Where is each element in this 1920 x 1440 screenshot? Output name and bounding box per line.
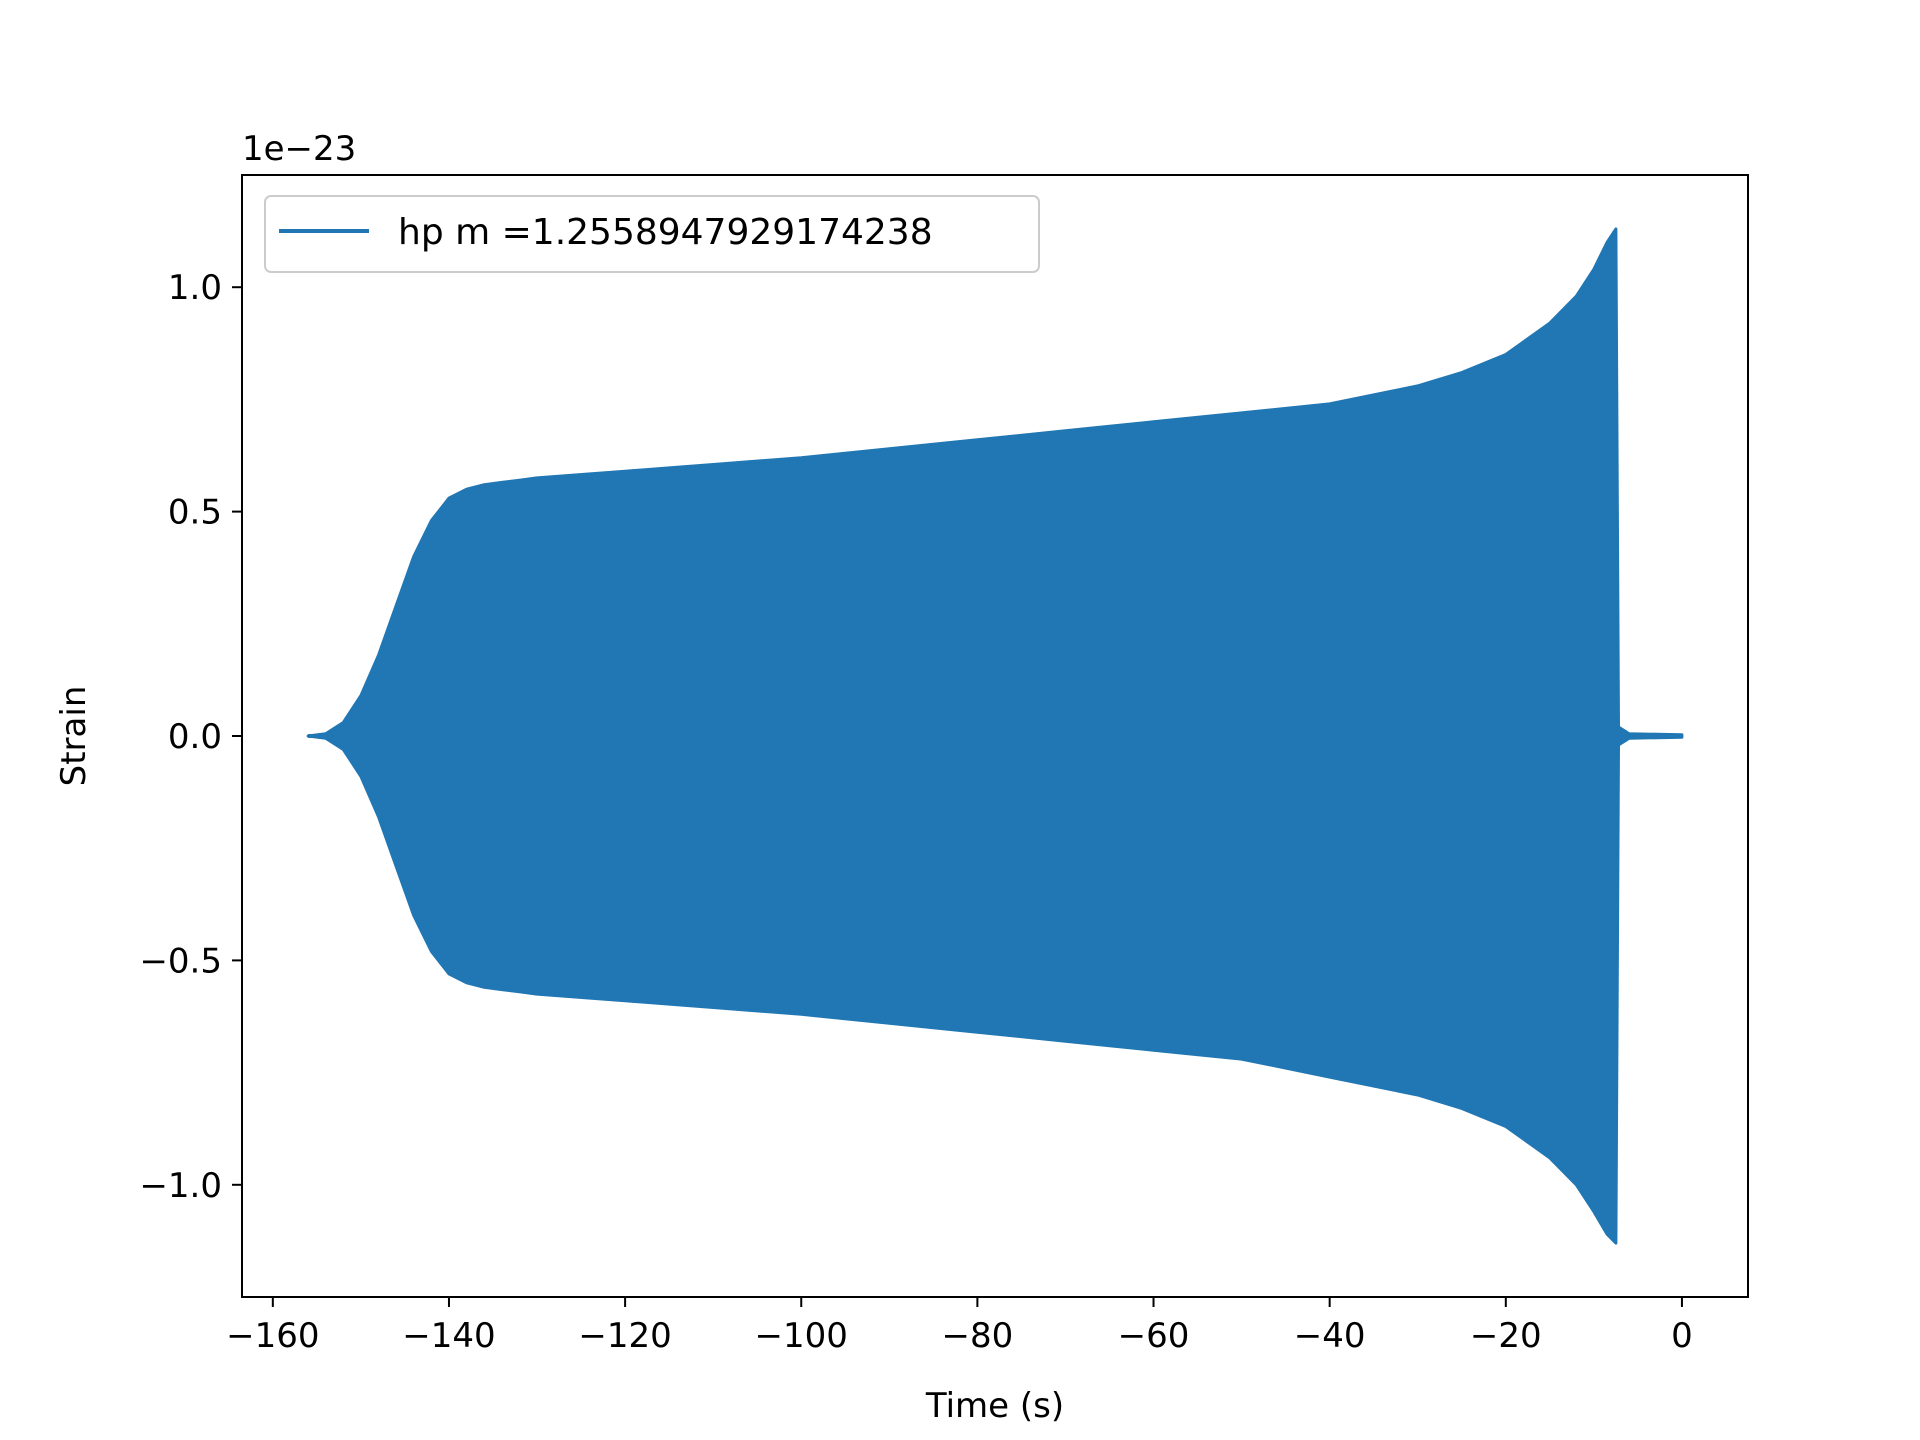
x-tick-label: −120 xyxy=(578,1316,671,1356)
x-axis: −160 −140 −120 −100 −80 −60 −40 −20 0 xyxy=(226,1297,1693,1356)
y-axis-label: Strain xyxy=(54,686,94,787)
y-tick-label: 1.0 xyxy=(168,268,222,308)
x-tick-label: −160 xyxy=(226,1316,319,1356)
y-tick-label: −0.5 xyxy=(139,941,222,981)
y-axis: −1.0 −0.5 0.0 0.5 1.0 xyxy=(139,268,242,1206)
x-tick-label: −20 xyxy=(1470,1316,1542,1356)
x-tick-label: −140 xyxy=(402,1316,495,1356)
x-tick-label: −60 xyxy=(1118,1316,1190,1356)
y-offset-label: 1e−23 xyxy=(242,129,356,169)
x-tick-label: −80 xyxy=(942,1316,1014,1356)
x-tick-label: −100 xyxy=(755,1316,848,1356)
legend-box xyxy=(264,195,1040,273)
legend: hp m =1.2558947929174238 xyxy=(264,195,1040,273)
legend-label-hp: hp m =1.2558947929174238 xyxy=(398,212,933,253)
x-axis-label: Time (s) xyxy=(925,1386,1064,1426)
y-tick-label: −1.0 xyxy=(139,1166,222,1206)
plot-content xyxy=(306,227,1684,1245)
x-tick-label: 0 xyxy=(1671,1316,1693,1356)
x-tick-label: −40 xyxy=(1294,1316,1366,1356)
y-tick-label: 0.5 xyxy=(168,493,222,533)
y-tick-label: 0.0 xyxy=(168,717,222,757)
